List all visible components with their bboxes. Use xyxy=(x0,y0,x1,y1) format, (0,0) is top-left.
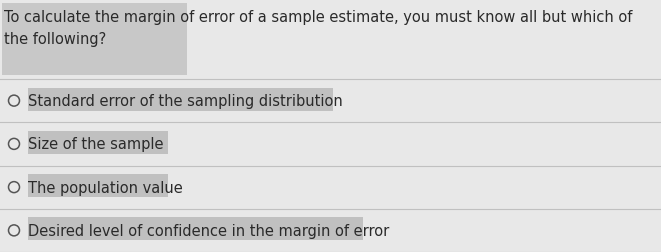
Bar xyxy=(2,4,187,76)
Text: Desired level of confidence in the margin of error: Desired level of confidence in the margi… xyxy=(28,223,389,238)
Bar xyxy=(28,88,333,111)
Text: The population value: The population value xyxy=(28,180,182,195)
Bar xyxy=(28,217,363,240)
Text: Standard error of the sampling distribution: Standard error of the sampling distribut… xyxy=(28,94,343,109)
Text: Size of the sample: Size of the sample xyxy=(28,137,163,152)
Bar xyxy=(28,131,168,154)
Text: To calculate the margin of error of a sample estimate, you must know all but whi: To calculate the margin of error of a sa… xyxy=(4,10,633,25)
Bar xyxy=(28,174,168,197)
Text: the following?: the following? xyxy=(4,32,106,47)
